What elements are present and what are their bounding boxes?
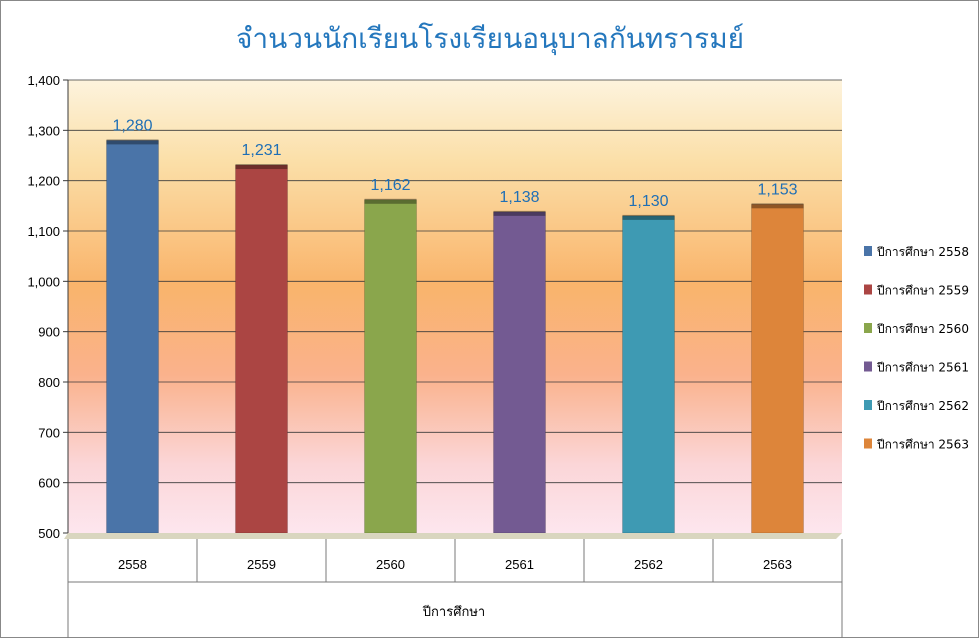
legend-item: ปีการศึกษา 2560 <box>876 322 969 336</box>
bar-2562 <box>622 215 675 534</box>
data-label: 1,280 <box>112 117 152 134</box>
legend-item: ปีการศึกษา 2559 <box>876 284 969 298</box>
bar-top-cap <box>235 164 288 170</box>
y-tick-label: 600 <box>38 476 60 491</box>
y-tick-label: 900 <box>38 325 60 340</box>
bar-2563 <box>751 204 804 534</box>
chart-floor <box>64 533 842 539</box>
data-label: 1,162 <box>370 177 410 194</box>
data-label: 1,231 <box>241 142 281 159</box>
y-tick-label: 700 <box>38 425 60 440</box>
y-tick-label: 1,300 <box>27 123 60 138</box>
bar-top-cap <box>364 198 417 204</box>
y-tick-label: 1,400 <box>27 73 60 88</box>
legend-swatch <box>864 400 872 410</box>
axes: 500 600 700 800 900 1,000 1,100 1,200 1,300 1,400… <box>27 73 843 638</box>
legend-swatch <box>864 438 872 449</box>
bar-2559 <box>235 164 288 534</box>
bar-2558 <box>106 140 159 534</box>
bar-2560 <box>364 199 417 534</box>
plot-area <box>68 80 842 533</box>
y-tick-label: 500 <box>38 526 60 541</box>
bar-top-cap <box>751 203 804 209</box>
x-tick-label: 2561 <box>505 557 534 572</box>
legend-item: ปีการศึกษา 2562 <box>876 399 969 413</box>
gridlines <box>68 79 842 484</box>
legend-swatch <box>864 284 872 295</box>
x-axis-label: ปีการศึกษา <box>422 604 485 620</box>
bar-2561 <box>493 211 546 534</box>
legend-item: ปีการศึกษา 2563 <box>876 438 969 452</box>
x-tick-label: 2559 <box>247 557 276 572</box>
legend: ปีการศึกษา 2558 ปีการศึกษา 2559 ปีการศึกษา… <box>864 245 969 452</box>
data-label: 1,153 <box>757 181 797 198</box>
legend-item: ปีการศึกษา 2561 <box>876 361 969 375</box>
y-tick-label: 1,100 <box>27 224 60 239</box>
legend-swatch <box>864 323 872 333</box>
data-label: 1,130 <box>628 193 668 210</box>
x-tick-label: 2563 <box>763 557 792 572</box>
bar-top-cap <box>493 210 546 216</box>
y-tick-label: 1,000 <box>27 274 60 289</box>
y-tick-label: 1,200 <box>27 174 60 189</box>
bar-top-cap <box>622 214 675 220</box>
bars: 1,280 1,231 1,162 1,138 1,130 1,153 <box>106 117 804 534</box>
y-tick-label: 800 <box>38 375 60 390</box>
bar-top-cap <box>106 139 159 145</box>
x-tick-label: 2558 <box>118 557 147 572</box>
x-tick-label: 2560 <box>376 557 405 572</box>
legend-swatch <box>864 246 872 256</box>
legend-item: ปีการศึกษา 2558 <box>876 245 969 259</box>
chart-title: จำนวนนักเรียนโรงเรียนอนุบาลกันทรารมย์ <box>236 22 744 56</box>
data-label: 1,138 <box>499 189 539 206</box>
legend-swatch <box>864 361 872 372</box>
x-tick-label: 2562 <box>634 557 663 572</box>
